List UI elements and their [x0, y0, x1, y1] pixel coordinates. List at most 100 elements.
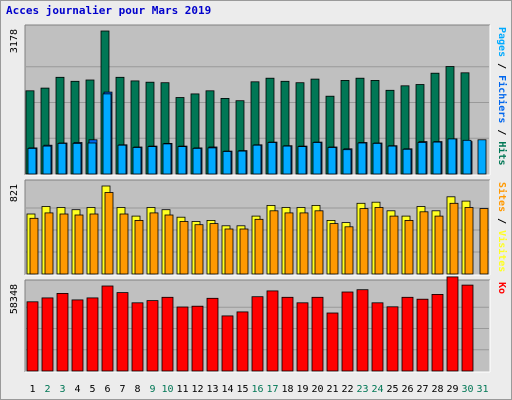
- bar-ko-day-16: [251, 296, 264, 372]
- bar-ko-day-29: [446, 276, 459, 372]
- bar-pages-day-10: [162, 143, 172, 175]
- day-label-19: 19: [296, 384, 308, 395]
- bar-ko-day-11: [176, 306, 189, 372]
- bar-ko-day-5: [86, 297, 99, 372]
- legend-item-1: /: [496, 212, 507, 230]
- bar-sites-day-1: [29, 217, 39, 275]
- bar-pages-day-12: [192, 147, 202, 175]
- bar-ko-day-24: [371, 302, 384, 372]
- bar-sites-day-3: [59, 213, 69, 275]
- day-label-17: 17: [266, 384, 278, 395]
- bar-sites-day-6: [104, 192, 114, 275]
- chart-title: Acces journalier pour Mars 2019: [6, 4, 211, 17]
- panel-kb: 58348 Ko: [9, 276, 507, 373]
- day-label-9: 9: [149, 384, 155, 395]
- bar-sites-day-7: [119, 213, 129, 275]
- bar-pages-day-27: [417, 142, 427, 175]
- bar-pages-day-1: [27, 147, 37, 175]
- day-label-28: 28: [431, 384, 443, 395]
- bar-pages-day-17: [267, 142, 277, 175]
- bar-ko-day-4: [71, 299, 84, 372]
- legend-item-0: Pages: [496, 27, 507, 57]
- bar-ko-day-18: [281, 296, 294, 372]
- bar-pages-day-3: [57, 142, 67, 175]
- day-label-31: 31: [476, 384, 488, 395]
- legend-item-3: /: [496, 123, 507, 141]
- day-label-8: 8: [134, 384, 140, 395]
- day-label-7: 7: [119, 384, 125, 395]
- bar-ko-day-15: [236, 311, 249, 372]
- day-label-14: 14: [221, 384, 233, 395]
- bar-ko-day-26: [401, 296, 414, 372]
- bar-pages-day-30: [462, 139, 472, 175]
- bar-sites-day-8: [134, 219, 144, 275]
- bar-sites-day-20: [314, 210, 324, 275]
- day-label-30: 30: [461, 384, 473, 395]
- bar-pages-day-26: [402, 148, 412, 175]
- day-label-10: 10: [161, 384, 173, 395]
- bar-sites-day-19: [299, 212, 309, 275]
- bar-sites-day-17: [269, 210, 279, 275]
- series-legend-label: Sites / Visites: [496, 182, 508, 272]
- bar-sites-day-23: [359, 208, 369, 275]
- bar-pages-day-15: [237, 150, 247, 175]
- legend-item-0: Sites: [496, 182, 508, 212]
- day-label-5: 5: [89, 384, 95, 395]
- day-label-22: 22: [341, 384, 353, 395]
- bar-sites-day-4: [74, 214, 84, 275]
- legend-item-0: Ko: [496, 282, 507, 294]
- day-label-24: 24: [371, 384, 383, 395]
- bar-ko-day-12: [191, 305, 204, 372]
- bar-pages-day-11: [177, 146, 187, 175]
- bar-sites-day-31: [479, 208, 489, 275]
- bar-sites-day-26: [404, 219, 414, 275]
- bar-ko-day-22: [341, 291, 354, 372]
- bar-ko-day-6: [101, 285, 114, 372]
- bar-pages-day-19: [297, 146, 307, 175]
- bar-pages-day-2: [42, 145, 52, 175]
- bar-pages-day-28: [432, 141, 442, 175]
- y-max-label: 3178: [9, 29, 20, 53]
- bar-ko-day-14: [221, 315, 234, 372]
- bar-pages-day-5: [87, 142, 97, 175]
- bar-ko-day-1: [26, 301, 39, 372]
- bar-pages-day-31: [477, 139, 487, 175]
- bar-pages-day-14: [222, 151, 232, 175]
- bar-sites-day-11: [179, 221, 189, 275]
- series-legend-label: Ko: [496, 282, 507, 294]
- bar-pages-day-16: [252, 144, 262, 175]
- bar-ko-day-23: [356, 289, 369, 372]
- bar-pages-day-25: [387, 145, 397, 175]
- bar-ko-day-25: [386, 306, 399, 372]
- bar-ko-day-9: [146, 300, 159, 372]
- bar-sites-day-13: [209, 223, 219, 275]
- bar-ko-day-3: [56, 292, 69, 372]
- bar-sites-day-28: [434, 215, 444, 275]
- chart-panels: 3178 Pages / Fichiers / Hits 821 Sites / Vi…: [9, 24, 508, 373]
- day-label-25: 25: [386, 384, 398, 395]
- bar-ko-day-8: [131, 302, 144, 372]
- day-label-15: 15: [236, 384, 248, 395]
- bar-sites-day-16: [254, 218, 264, 275]
- day-label-21: 21: [326, 384, 338, 395]
- bar-sites-day-14: [224, 228, 234, 275]
- bar-pages-day-24: [372, 142, 382, 175]
- day-label-3: 3: [59, 384, 65, 395]
- bar-ko-day-28: [431, 293, 444, 372]
- day-label-20: 20: [311, 384, 323, 395]
- bar-sites-day-2: [44, 212, 54, 275]
- bar-sites-day-18: [284, 212, 294, 275]
- bar-ko-day-13: [206, 297, 219, 372]
- day-label-26: 26: [401, 384, 413, 395]
- bar-ko-day-7: [116, 292, 129, 372]
- bar-sites-day-30: [464, 207, 474, 275]
- legend-item-1: /: [496, 57, 507, 75]
- day-label-2: 2: [44, 384, 50, 395]
- bar-ko-day-10: [161, 296, 174, 372]
- day-label-13: 13: [206, 384, 218, 395]
- day-label-6: 6: [104, 384, 110, 395]
- legend-item-2: Fichiers: [496, 75, 508, 123]
- bar-pages-day-23: [357, 142, 367, 175]
- bar-sites-day-10: [164, 214, 174, 275]
